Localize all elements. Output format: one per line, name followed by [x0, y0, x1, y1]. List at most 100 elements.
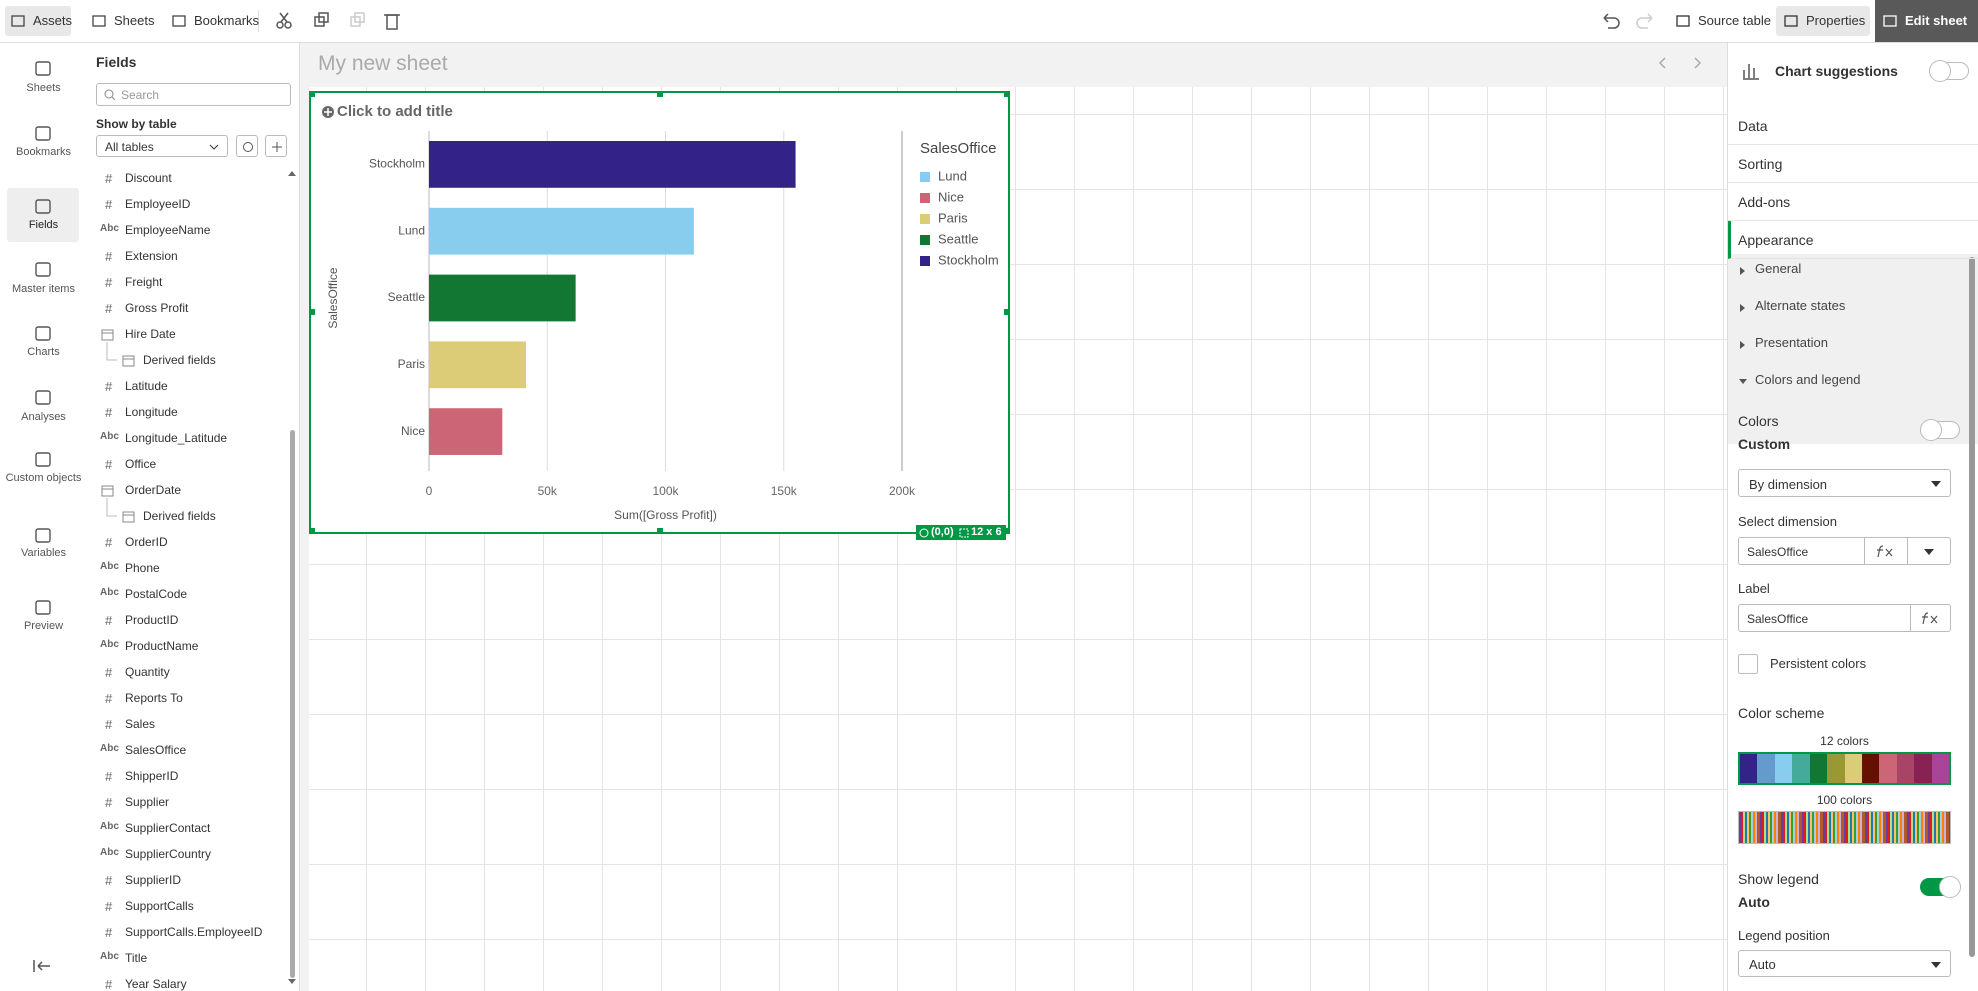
field-row[interactable]: # OrderID [87, 532, 287, 554]
field-row[interactable]: # ShipperID [87, 766, 287, 788]
toolbar-button[interactable]: Source table [1668, 6, 1771, 36]
legend-position-select[interactable]: Auto [1738, 950, 1951, 977]
legend-label[interactable]: Lund [938, 168, 967, 183]
field-row[interactable]: # Quantity [87, 662, 287, 684]
nav-label[interactable]: Bookmarks [15, 146, 72, 158]
divider [1910, 605, 1911, 631]
field-row[interactable]: # SupplierID [87, 870, 287, 892]
toolbar-button[interactable]: Assets [5, 6, 72, 36]
field-row[interactable]: Abc SalesOffice [87, 740, 287, 762]
color-scheme-label: Color scheme [1738, 705, 1825, 721]
field-type: Abc [100, 431, 119, 442]
bar[interactable] [429, 141, 796, 188]
fx-icon[interactable] [1920, 611, 1942, 625]
section-label[interactable]: Alternate states [1755, 298, 1846, 313]
label-input[interactable]: SalesOffice [1738, 604, 1951, 632]
table-select[interactable]: All tables [96, 135, 228, 157]
toolbar-button[interactable]: Properties [1776, 6, 1870, 36]
nav-label[interactable]: Analyses [21, 411, 66, 423]
field-row[interactable]: Abc ProductName [87, 636, 287, 658]
section-label[interactable]: Colors and legend [1755, 372, 1861, 387]
field-row[interactable]: Abc SupplierCountry [87, 844, 287, 866]
field-row[interactable]: Derived fields [87, 498, 287, 528]
scheme-12[interactable] [1738, 752, 1951, 785]
scrollbar [1969, 257, 1975, 957]
tab[interactable]: Appearance [1728, 221, 1978, 259]
nav-label[interactable]: Sheets [26, 82, 61, 94]
field-row[interactable]: # Sales [87, 714, 287, 736]
field-row[interactable]: Abc Phone [87, 558, 287, 580]
legend-label[interactable]: Paris [938, 210, 968, 225]
bar[interactable] [429, 274, 576, 322]
dimension-input[interactable]: SalesOffice [1738, 537, 1951, 565]
field-row[interactable]: Derived fields [87, 342, 287, 372]
field-row[interactable]: Abc Longitude_Latitude [87, 428, 287, 450]
field-name: OrderDate [125, 483, 182, 497]
field-name: Reports To [125, 691, 183, 705]
field-row[interactable]: # SupportCalls [87, 896, 287, 918]
scroll-down[interactable] [287, 978, 297, 986]
scroll-up[interactable] [287, 169, 297, 177]
suggestions-toggle[interactable] [1929, 60, 1969, 82]
field-row[interactable]: # Latitude [87, 376, 287, 398]
section-label[interactable]: General [1755, 261, 1802, 276]
nav-icon [35, 452, 51, 467]
refresh-button[interactable] [236, 135, 258, 157]
chart-title-placeholder[interactable]: Click to add title [337, 103, 453, 120]
field-row[interactable]: # Supplier [87, 792, 287, 814]
show-by-label: Show by table [96, 117, 177, 131]
persistent-checkbox[interactable] [1738, 654, 1758, 674]
nav-label[interactable]: Variables [20, 547, 67, 559]
field-row[interactable]: # Extension [87, 246, 287, 268]
field-row[interactable]: # Freight [87, 272, 287, 294]
nav-label[interactable]: Custom objects [5, 472, 82, 484]
field-row[interactable]: # Gross Profit [87, 298, 287, 320]
bar[interactable] [429, 341, 526, 389]
field-row[interactable]: # Longitude [87, 402, 287, 424]
legend-toggle[interactable] [1920, 876, 1961, 898]
field-row[interactable]: # Reports To [87, 688, 287, 710]
field-name: Phone [125, 561, 160, 575]
section-label[interactable]: Presentation [1755, 335, 1828, 350]
sheet-arrows[interactable] [1655, 55, 1705, 71]
tab[interactable]: Data [1728, 107, 1978, 145]
nav-label[interactable]: Preview [23, 620, 64, 632]
field-row[interactable]: Abc Title [87, 948, 287, 970]
toolbar-button[interactable]: Bookmarks [166, 6, 259, 36]
tab[interactable]: Sorting [1728, 145, 1978, 183]
legend-label[interactable]: Nice [938, 189, 964, 204]
search-box[interactable]: Search [96, 83, 291, 106]
color-by-select[interactable]: By dimension [1738, 469, 1951, 497]
bar[interactable] [429, 207, 694, 255]
field-row[interactable]: # EmployeeID [87, 194, 287, 216]
field-row[interactable]: Abc SupplierContact [87, 818, 287, 840]
tab[interactable]: Add-ons [1728, 183, 1978, 221]
field-row[interactable]: # Office [87, 454, 287, 476]
legend-label[interactable]: Seattle [938, 231, 978, 246]
field-row[interactable]: # Year Salary [87, 974, 287, 991]
field-row[interactable]: OrderDate [87, 480, 287, 502]
nav-label[interactable]: Master items [12, 283, 75, 295]
field-row[interactable]: # ProductID [87, 610, 287, 632]
field-row[interactable]: Abc PostalCode [87, 584, 287, 606]
bar[interactable] [429, 408, 503, 455]
nav-label[interactable]: Fields [28, 219, 59, 231]
legend-label[interactable]: Stockholm [938, 252, 999, 267]
nav-label[interactable]: Charts [27, 346, 60, 358]
field-row[interactable]: Hire Date [87, 324, 287, 346]
y-tick-label: Lund [398, 223, 425, 237]
toolbar-button[interactable]: Edit sheet [1875, 0, 1978, 42]
scheme-100[interactable] [1738, 811, 1951, 844]
add-button[interactable] [265, 135, 287, 157]
colors-toggle[interactable] [1920, 419, 1960, 441]
field-row[interactable]: Abc EmployeeName [87, 220, 287, 242]
field-row[interactable]: # Discount [87, 168, 287, 190]
collapse-icon[interactable] [32, 958, 54, 974]
resize-handles[interactable] [309, 91, 1010, 534]
undo-redo[interactable] [1598, 10, 1658, 32]
fx-icon[interactable] [1875, 544, 1897, 558]
position-badge: (0,0) 12 x 6 [916, 525, 1006, 540]
toolbar-button[interactable]: Sheets [86, 6, 154, 36]
field-row[interactable]: # SupportCalls.EmployeeID [87, 922, 287, 944]
toolbar-label: Properties [1806, 13, 1866, 28]
